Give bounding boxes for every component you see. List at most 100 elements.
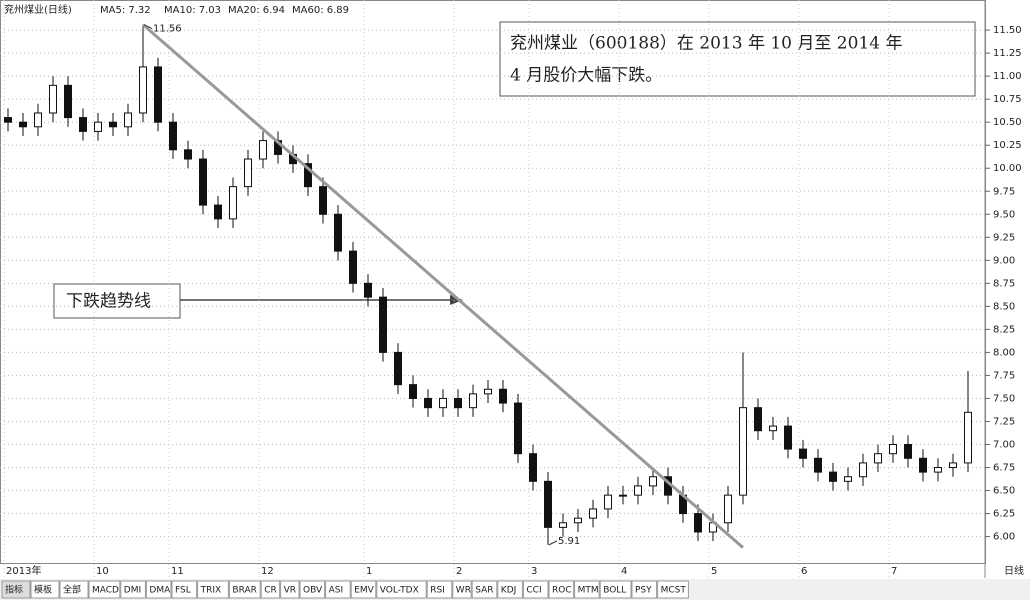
y-tick-label: 8.75 xyxy=(993,278,1015,289)
y-tick-label: 9.25 xyxy=(993,232,1015,243)
candle-body xyxy=(199,158,207,206)
toolbar-tab[interactable]: BRAR xyxy=(232,586,256,596)
x-tick-label: 11 xyxy=(171,566,184,577)
candle-body xyxy=(469,393,477,409)
price-annotation: 5.91 xyxy=(558,536,580,547)
toolbar-tab-box xyxy=(280,580,300,599)
candle-body xyxy=(949,462,957,469)
toolbar-tab[interactable]: MCST xyxy=(661,586,687,596)
toolbar-tab-box xyxy=(350,580,377,599)
candle-body xyxy=(769,425,777,432)
toolbar-tab[interactable]: ROC xyxy=(552,586,572,596)
candle-body xyxy=(529,453,537,482)
candle-body xyxy=(724,494,732,524)
annotation-pointer xyxy=(548,540,558,546)
toolbar-tab-box xyxy=(471,580,498,599)
candle-body xyxy=(4,117,12,123)
y-tick-label: 10.50 xyxy=(993,117,1022,128)
period-label: 日线 xyxy=(1004,564,1024,577)
toolbar-tab-box xyxy=(657,580,689,599)
trend-line xyxy=(142,23,744,549)
toolbar-tab[interactable]: VR xyxy=(284,586,296,596)
candle-body xyxy=(619,494,627,497)
toolbar-tab-box xyxy=(88,580,121,599)
x-tick-label: 3 xyxy=(531,566,537,577)
x-tick-label: 2 xyxy=(456,566,462,577)
x-tick-label: 1 xyxy=(366,566,372,577)
x-tick-label: 4 xyxy=(621,566,627,577)
toolbar-tab[interactable]: RSI xyxy=(430,586,445,596)
indicator-value: MA20: 6.94 xyxy=(228,5,285,16)
y-tick-label: 10.75 xyxy=(993,94,1022,105)
candle-body xyxy=(634,485,642,496)
toolbar-tab[interactable]: WR xyxy=(456,586,471,596)
candle-body xyxy=(214,204,222,220)
candle-body xyxy=(694,513,702,533)
toolbar-tab-box xyxy=(452,580,472,599)
toolbar-tab[interactable]: DMA xyxy=(149,586,171,596)
toolbar-tab[interactable]: SAR xyxy=(475,586,493,596)
toolbar-tab[interactable]: OBV xyxy=(303,586,323,596)
toolbar-tab[interactable]: KDJ xyxy=(501,586,517,596)
candle-body xyxy=(424,397,432,409)
candle-body xyxy=(334,213,342,252)
toolbar-tab-box xyxy=(260,580,281,599)
toolbar-tab-box xyxy=(574,580,600,599)
toolbar-tab[interactable]: MACD xyxy=(92,586,119,596)
candle-body xyxy=(574,517,582,524)
toolbar-tab[interactable]: 全部 xyxy=(63,584,81,596)
y-tick-label: 7.25 xyxy=(993,416,1015,427)
toolbar-tab[interactable]: DMI xyxy=(124,586,141,596)
toolbar-tab[interactable]: CCI xyxy=(526,586,541,596)
toolbar-tab[interactable]: ASI xyxy=(329,586,344,596)
candle-body xyxy=(589,508,597,519)
toolbar-tab[interactable]: EMV xyxy=(354,586,374,596)
toolbar-tab[interactable]: MTM xyxy=(578,586,599,596)
x-tick-label: 2013年 xyxy=(6,564,41,577)
toolbar-tab[interactable]: PSY xyxy=(635,586,652,596)
candle-body xyxy=(409,384,417,399)
toolbar-tab[interactable]: TRIX xyxy=(200,586,222,596)
y-tick-label: 11.00 xyxy=(993,71,1022,82)
y-tick-label: 6.25 xyxy=(993,509,1015,520)
indicator-value: MA5: 7.32 xyxy=(100,5,151,16)
toolbar-tab[interactable]: 指标 xyxy=(5,584,23,596)
y-tick-label: 11.25 xyxy=(993,48,1022,59)
label-box xyxy=(53,283,181,319)
candle-body xyxy=(484,388,492,395)
toolbar-tab-box xyxy=(631,580,658,599)
toolbar-tab-box xyxy=(426,580,453,599)
y-tick-label: 10.00 xyxy=(993,163,1022,174)
indicator-value: MA10: 7.03 xyxy=(164,5,221,16)
note-line: 兖州煤业（600188）在 2013 年 10 月至 2014 年 xyxy=(510,34,902,54)
x-tick-label: 12 xyxy=(261,566,274,577)
toolbar-tab-box xyxy=(120,580,146,599)
candle-body xyxy=(244,158,252,188)
toolbar-tab-box xyxy=(145,580,172,599)
candle-body xyxy=(934,467,942,473)
toolbar-tab[interactable]: CR xyxy=(264,586,277,596)
candle-body xyxy=(739,407,747,496)
toolbar-tab-box xyxy=(299,580,326,599)
toolbar-tab[interactable]: FSL xyxy=(175,586,191,596)
toolbar-tab[interactable]: VOL-TDX xyxy=(380,586,419,596)
toolbar-tab-box xyxy=(325,580,351,599)
candle-body xyxy=(34,112,42,128)
x-tick-label: 6 xyxy=(801,566,807,577)
candle-body xyxy=(94,121,102,132)
toolbar-tab-box xyxy=(59,580,89,599)
y-tick-label: 11.50 xyxy=(993,25,1022,36)
x-tick-label: 7 xyxy=(891,566,897,577)
y-tick-label: 7.50 xyxy=(993,393,1015,404)
candle-body xyxy=(229,186,237,220)
trend-label: 下跌趋势线 xyxy=(66,292,151,312)
y-tick-label: 9.50 xyxy=(993,209,1015,220)
candle-body xyxy=(844,476,852,482)
candle-body xyxy=(454,397,462,409)
candle-body xyxy=(754,407,762,432)
toolbar-tab[interactable]: BOLL xyxy=(603,586,626,596)
candle-body xyxy=(79,117,87,132)
toolbar-tab[interactable]: 模板 xyxy=(34,584,52,596)
note-line: 4 月股价大幅下跌。 xyxy=(510,66,662,86)
